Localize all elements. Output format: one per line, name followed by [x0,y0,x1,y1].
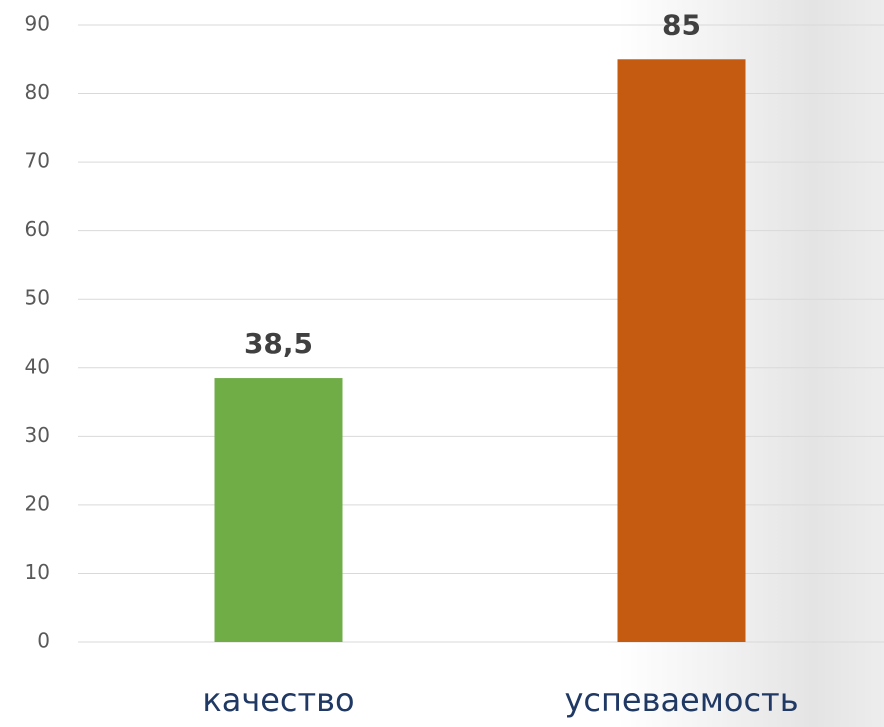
y-tick-label: 10 [25,560,50,584]
y-tick-label: 60 [25,217,50,241]
y-tick-label: 70 [25,149,50,173]
y-tick-label: 80 [25,80,50,104]
bar [214,378,343,642]
y-tick-label: 30 [25,423,50,447]
x-tick-label: успеваемость [564,681,798,719]
x-tick-label: качество [202,681,354,719]
value-label: 38,5 [244,327,313,360]
y-tick-label: 0 [37,629,50,653]
y-tick-label: 50 [25,286,50,310]
y-tick-label: 40 [25,354,50,378]
y-tick-label: 20 [25,491,50,515]
value-label: 85 [662,8,701,41]
bar [617,59,746,643]
y-tick-label: 90 [25,12,50,36]
